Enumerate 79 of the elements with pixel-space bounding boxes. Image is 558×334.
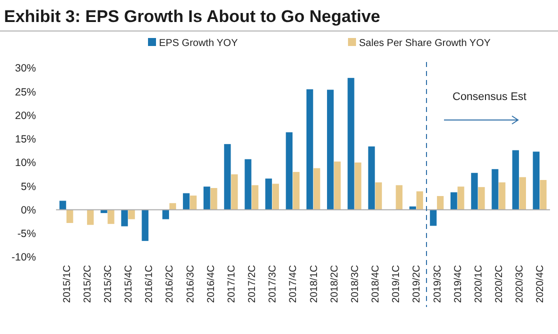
bar — [272, 184, 279, 210]
y-tick-label: -5% — [17, 228, 36, 240]
x-tick-label: 2017/4C — [288, 265, 300, 303]
x-tick-label: 2018/2C — [329, 265, 340, 303]
y-tick-label: -10% — [11, 252, 36, 264]
x-tick-label: 2016/4C — [206, 265, 217, 303]
bar — [59, 200, 66, 210]
legend-label: Sales Per Share Growth YOY — [359, 38, 491, 49]
bar — [66, 210, 74, 223]
bar — [396, 185, 402, 210]
bar — [210, 188, 218, 210]
bar — [540, 180, 547, 210]
x-tick-label: 2020/2C — [494, 265, 506, 303]
bar — [286, 132, 293, 210]
bar — [224, 144, 231, 210]
x-tick-label: 2019/1C — [391, 265, 402, 303]
x-tick-label: 2016/1C — [144, 265, 156, 303]
x-tick-label: 2015/3C — [102, 265, 114, 303]
bar — [375, 182, 382, 210]
x-tick-label: 2017/3C — [268, 265, 279, 303]
bar — [354, 162, 362, 210]
bar — [244, 159, 252, 210]
bar — [519, 177, 526, 210]
bar — [252, 185, 258, 210]
x-tick-label: 2019/3C — [432, 265, 444, 303]
legend-label: EPS Growth YOY — [159, 38, 238, 49]
bar — [182, 193, 190, 210]
bar — [532, 152, 540, 210]
x-tick-label: 2020/3C — [514, 265, 526, 303]
bar — [169, 203, 176, 210]
x-tick-label: 2018/1C — [308, 265, 320, 303]
x-tick-label: 2015/1C — [62, 265, 73, 303]
x-tick-label: 2016/2C — [164, 265, 176, 303]
bar — [204, 186, 210, 210]
y-tick-label: 10% — [14, 157, 36, 170]
x-tick-label: 2018/3C — [350, 265, 361, 303]
bar — [142, 210, 148, 241]
bar — [436, 196, 444, 210]
bar — [231, 174, 238, 210]
bar — [121, 210, 128, 226]
bar — [368, 146, 375, 210]
bar — [498, 182, 506, 210]
ref-line-label: Consensus Est — [452, 91, 526, 103]
x-tick-label: 2017/2C — [247, 265, 258, 303]
x-tick-label: 2019/2C — [412, 265, 423, 303]
bar — [492, 169, 498, 210]
bar — [430, 210, 437, 226]
bar — [450, 192, 458, 210]
y-tick-label: 5% — [20, 180, 36, 193]
bar — [512, 150, 519, 210]
x-tick-label: 2017/1C — [226, 265, 238, 303]
bar — [348, 78, 354, 210]
bar — [108, 210, 114, 224]
bar — [265, 178, 272, 210]
chart-title: Exhibit 3: EPS Growth Is About to Go Negative — [4, 7, 380, 26]
bar — [416, 191, 424, 210]
x-tick-label: 2018/4C — [370, 265, 382, 303]
bar — [292, 172, 300, 210]
bar — [334, 162, 341, 210]
y-tick-label: 15% — [14, 134, 36, 146]
y-tick-label: 0% — [20, 204, 36, 216]
x-tick-label: 2015/2C — [82, 265, 94, 303]
x-tick-label: 2020/1C — [473, 265, 484, 303]
x-tick-label: 2016/3C — [185, 265, 196, 303]
bar — [327, 90, 334, 210]
bar — [471, 172, 478, 210]
x-tick-label: 2015/4C — [124, 265, 135, 303]
bar — [458, 186, 464, 210]
x-tick-label: 2020/4C — [535, 265, 546, 303]
y-tick-label: 30% — [14, 62, 36, 75]
bar — [190, 196, 197, 210]
bar — [87, 210, 94, 225]
y-tick-label: 20% — [14, 110, 36, 122]
bar — [313, 168, 320, 210]
x-tick-label: 2019/4C — [452, 265, 464, 303]
bar — [128, 210, 135, 220]
bar — [478, 187, 485, 210]
y-tick-label: 25% — [14, 86, 36, 98]
bar — [306, 89, 314, 210]
